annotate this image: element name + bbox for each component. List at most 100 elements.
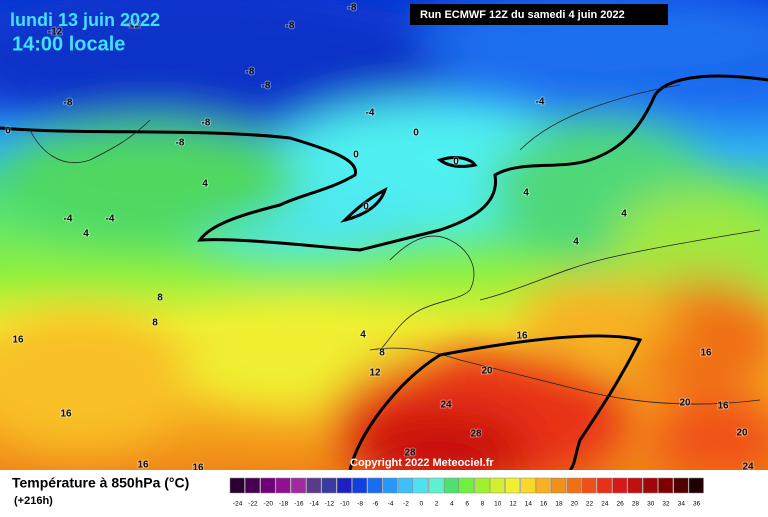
color-swatch	[275, 477, 291, 494]
contour-label: 4	[573, 237, 579, 248]
isotherm-zero	[0, 74, 768, 470]
contour-label: -12	[48, 27, 63, 38]
legend-title: Température à 850hPa (°C)	[12, 475, 189, 491]
color-swatch	[245, 477, 261, 494]
colorbar-label: -10	[340, 501, 350, 508]
color-swatch	[443, 477, 459, 494]
color-swatch	[474, 477, 490, 494]
contour-label: 20	[736, 428, 748, 439]
coast	[479, 229, 761, 301]
contour-label: 16	[12, 335, 24, 346]
contour-label: -4	[106, 214, 115, 225]
contour-label: 16	[717, 401, 729, 412]
colorbar-label: -20	[264, 501, 274, 508]
color-swatch	[612, 477, 628, 494]
contour-label: 8	[152, 318, 158, 329]
color-swatch	[290, 477, 306, 494]
color-swatch	[520, 477, 536, 494]
contour	[340, 187, 388, 223]
contour-label: 24	[440, 400, 452, 411]
colorbar-label: 30	[647, 501, 655, 508]
colorbar-label: 18	[555, 501, 563, 508]
color-swatch	[459, 477, 475, 494]
contour-label: 16	[700, 348, 712, 359]
contour	[0, 74, 768, 252]
contour-label: 20	[481, 366, 493, 377]
coast	[29, 119, 151, 164]
contour-label: -8	[176, 138, 185, 149]
color-swatch	[352, 477, 368, 494]
contour-label: 4	[83, 229, 89, 240]
color-swatch	[535, 477, 551, 494]
colorbar-label: 34	[678, 501, 686, 508]
color-swatch	[642, 477, 658, 494]
colorbar-label: -6	[372, 501, 378, 508]
colorbar-label: 22	[586, 501, 594, 508]
colorbar-label: -14	[309, 501, 319, 508]
colorbar-label: -4	[388, 501, 394, 508]
contour-label: 16	[516, 331, 528, 342]
colorbar-label: 12	[509, 501, 517, 508]
coastlines	[29, 84, 761, 405]
contour-label: 16	[137, 460, 149, 471]
contour-label: 0	[453, 157, 459, 168]
colorbar: -24 -22 -20 -18 -16 -14 -12 -10 -8 -6 -4 -2 0 2 4 6 8 10 1…	[229, 477, 704, 508]
color-swatch	[382, 477, 398, 494]
contour-label: -4	[366, 108, 375, 119]
run-info: Run ECMWF 12Z du samedi 4 juin 2022	[420, 9, 625, 21]
color-swatch	[505, 477, 521, 494]
contour-label: -12	[126, 20, 141, 31]
contour-label: -8	[348, 3, 357, 14]
contour-label: 28	[470, 429, 482, 440]
contour-label: 12	[369, 368, 381, 379]
contour-label: 0	[5, 126, 11, 137]
color-swatch	[398, 477, 414, 494]
colorbar-label: 16	[540, 501, 548, 508]
lead-time: (+216h)	[14, 495, 53, 507]
temperature-field	[0, 0, 768, 470]
color-swatch	[566, 477, 582, 494]
colorbar-label: 0	[419, 501, 423, 508]
colorbar-label: 10	[494, 501, 502, 508]
colorbar-label: 32	[662, 501, 670, 508]
copyright: Copyright 2022 Meteociel.fr	[350, 457, 494, 469]
colorbar-label: -24	[233, 501, 243, 508]
contour	[436, 156, 478, 168]
coast	[519, 84, 681, 151]
contour-label: -4	[536, 97, 545, 108]
contour-label: -8	[262, 81, 271, 92]
contour-label: -4	[64, 214, 73, 225]
colorbar-label: 4	[450, 501, 454, 508]
contour	[348, 334, 643, 470]
color-swatch	[551, 477, 567, 494]
colorbar-label: 2	[435, 501, 439, 508]
run-box	[410, 4, 668, 25]
color-swatch	[306, 477, 322, 494]
contour-label: 16	[60, 409, 72, 420]
colorbar-label: 24	[601, 501, 609, 508]
contour-label: -8	[202, 118, 211, 129]
time-title: 14:00 locale	[12, 33, 125, 55]
colorbar-label: -18	[279, 501, 289, 508]
colorbar-label: -22	[248, 501, 258, 508]
date-title: lundi 13 juin 2022	[10, 10, 160, 30]
contour-label: -8	[286, 21, 295, 32]
color-swatch	[367, 477, 383, 494]
colorbar-label: 20	[571, 501, 579, 508]
color-swatch	[688, 477, 704, 494]
colorbar-label: 6	[465, 501, 469, 508]
color-swatch	[321, 477, 337, 494]
contour-label: 20	[679, 398, 691, 409]
colorbar-label: -2	[403, 501, 409, 508]
color-swatch	[658, 477, 674, 494]
colorbar-label: 28	[632, 501, 640, 508]
colorbar-label: 14	[525, 501, 533, 508]
color-swatch	[260, 477, 276, 494]
color-swatch	[596, 477, 612, 494]
colorbar-label: -16	[294, 501, 304, 508]
color-swatch	[627, 477, 643, 494]
coast	[369, 347, 761, 405]
contour-label: 0	[363, 202, 369, 213]
contour-label: 4	[523, 188, 529, 199]
